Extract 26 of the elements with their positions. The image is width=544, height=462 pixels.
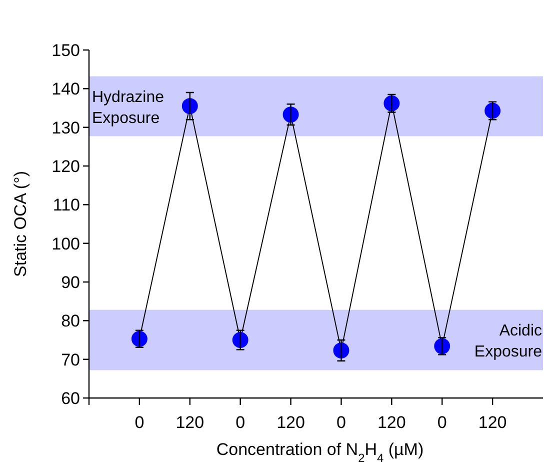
y-tick-label: 120	[52, 157, 80, 176]
band-label: Hydrazine Exposure	[92, 88, 164, 127]
x-tick-label: 120	[478, 413, 507, 432]
x-tick-label: 0	[437, 413, 447, 432]
y-tick-label: 60	[61, 389, 80, 408]
point	[434, 338, 450, 354]
y-tick-label: 100	[52, 234, 80, 254]
x-tick-label: 0	[236, 413, 246, 432]
y-tick-label: 110	[52, 196, 80, 215]
x-axis-title: Concentration of N$_{2}$H$_{4}$ (µM)	[216, 440, 424, 462]
y-tick-label: 90	[61, 273, 80, 292]
x-tick-label: 120	[276, 413, 305, 432]
point	[131, 330, 148, 347]
x-tick-label: 120	[176, 413, 204, 432]
y-tick-label: 80	[61, 312, 80, 331]
x-tick-label: 120	[377, 413, 406, 432]
y-tick-label: 130	[52, 118, 80, 138]
y-tick-label: 150	[52, 41, 80, 60]
point	[484, 102, 501, 119]
point	[182, 98, 198, 114]
x-tick-label: 0	[134, 413, 144, 432]
y-axis-title: Static OCA (°)	[11, 171, 30, 277]
y-tick-label: 70	[61, 350, 80, 370]
band-label: Acidic Exposure	[474, 322, 542, 360]
x-tick-label: 0	[336, 413, 346, 432]
y-tick-label: 140	[52, 80, 80, 99]
